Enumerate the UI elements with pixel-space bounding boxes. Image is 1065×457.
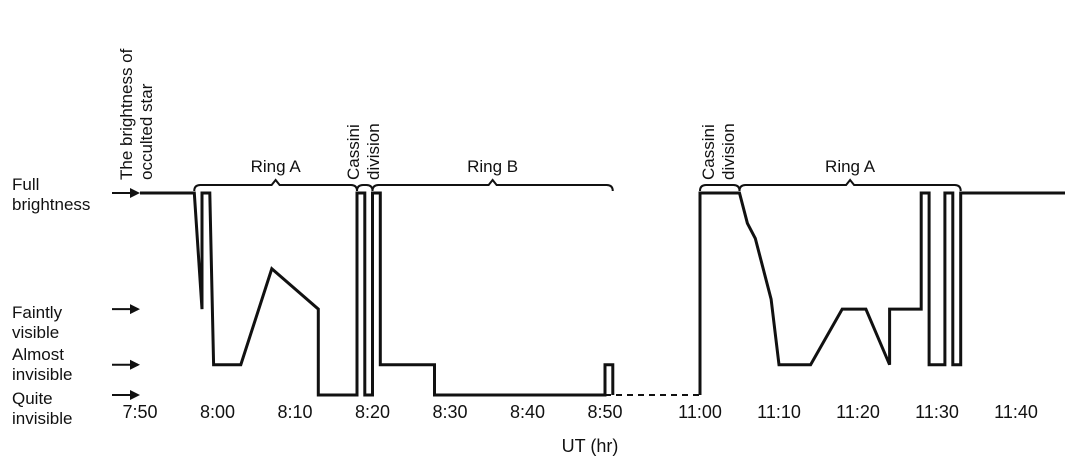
x-tick-labels: 7:50 8:00 8:10 8:20 8:30 8:40 8:50 11:00 11:10 11… (122, 402, 1037, 422)
region-label: Ring A (251, 157, 302, 176)
series-line-morning (698, 191, 1065, 395)
region-label: Cassinidivision (344, 123, 383, 180)
region-bracket (738, 178, 962, 192)
x-tick-label: 8:10 (277, 402, 312, 422)
level-label: Almost (12, 345, 64, 364)
x-tick-label: 7:50 (122, 402, 157, 422)
arrowhead-icon (130, 390, 140, 400)
region-bracket (699, 184, 741, 192)
y-annotation: The brightness ofocculted star (117, 48, 156, 180)
x-tick-label: 11:10 (757, 402, 801, 422)
region-brackets: Ring A Cassinidivision Ring B Cassinidivisi… (193, 123, 962, 192)
brightness-traces (140, 191, 1065, 397)
level-label: visible (12, 323, 59, 342)
arrowhead-icon (130, 359, 140, 370)
level-label: brightness (12, 195, 90, 214)
level-arrows (112, 188, 140, 400)
x-axis-title: UT (hr) (562, 436, 619, 456)
region-bracket (371, 178, 614, 192)
level-label: invisible (12, 409, 72, 428)
x-tick-label: 11:40 (994, 402, 1038, 422)
level-label: Full (12, 175, 39, 194)
level-label: invisible (12, 365, 72, 384)
arrowhead-icon (130, 188, 140, 198)
x-tick-label: 11:00 (678, 402, 722, 422)
x-tick-label: 8:00 (200, 402, 235, 422)
brightness-level-labels: FullbrightnessFaintlyvisibleAlmostinvisi… (12, 175, 90, 428)
x-tick-label: 11:30 (915, 402, 959, 422)
region-bracket (356, 184, 374, 192)
x-tick-label: 8:30 (432, 402, 467, 422)
x-tick-label: 11:20 (836, 402, 880, 422)
region-label: Cassinidivision (699, 123, 738, 180)
level-label: Faintly (12, 303, 63, 322)
x-tick-label: 8:20 (355, 402, 390, 422)
series-line-evening (140, 191, 615, 397)
region-label: Ring A (825, 157, 876, 176)
x-tick-label: 8:40 (510, 402, 545, 422)
x-tick-label: 8:50 (587, 402, 622, 422)
region-bracket (193, 178, 358, 192)
level-label: Quite (12, 389, 53, 408)
region-label: Ring B (467, 157, 518, 176)
arrowhead-icon (130, 304, 140, 315)
